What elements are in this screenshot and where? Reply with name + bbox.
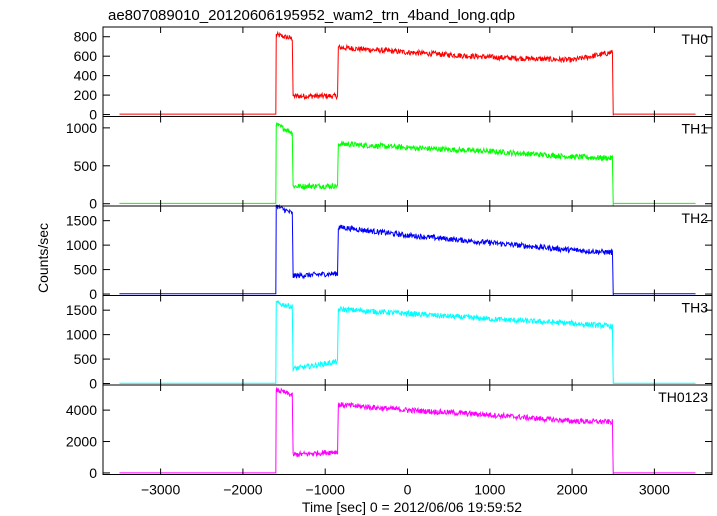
y-tick-label: 200 [74,87,98,103]
x-tick-label: −2000 [223,482,263,498]
series-line-th1 [119,122,696,207]
series-line-th0 [119,30,696,116]
series-name-label: TH1 [682,121,709,137]
chart-title: ae807089010_20120606195952_wam2_trn_4ban… [108,7,515,24]
series-name-label: TH0123 [658,389,708,405]
y-axis-label: Counts/sec [35,223,51,293]
panel-frame [102,205,713,296]
series-name-label: TH0 [682,31,709,47]
y-tick-label: 0 [89,286,97,302]
panel-th2: 0 500 1000 1500 TH2 [66,204,713,302]
y-tick-label: 1000 [66,237,97,253]
panel-th0123: 0 2000 4000 TH0123 [66,384,713,481]
panel-frame [102,26,713,117]
y-tick-label: 500 [74,262,98,278]
x-tick-label: −3000 [141,482,181,498]
y-tick-label: 600 [74,48,98,64]
panel-th3: 0 500 1000 1500 TH3 [66,295,713,392]
x-axis-label: Time [sec] 0 = 2012/06/06 19:59:52 [302,499,522,515]
y-tick-label: 1000 [66,120,97,136]
x-tick-label: 0 [404,482,412,498]
series-line-th0123 [119,387,696,476]
panel-frame [102,384,713,475]
y-tick-label: 0 [89,376,97,392]
y-tick-label: 500 [74,351,98,367]
y-tick-label: 1500 [66,213,97,229]
y-tick-label: 1500 [66,302,97,318]
x-tick-label: 2000 [557,482,588,498]
y-tick-label: 500 [74,158,98,174]
panel-th0: 0 200 400 600 800 TH0 [74,26,713,123]
series-line-th2 [119,204,696,296]
y-tick-label: 0 [89,196,97,212]
y-tick-label: 1000 [66,327,97,343]
y-tick-label: 2000 [66,434,97,450]
y-tick-label: 0 [89,465,97,481]
x-tick-label: 3000 [639,482,670,498]
y-tick-label: 800 [74,29,98,45]
panel-frame [102,295,713,386]
panels-group: 0 200 400 600 800 TH0 0 500 1000 TH1 0 500 1000 1500 T… [66,26,713,498]
y-tick-label: 0 [89,107,97,123]
y-tick-label: 400 [74,68,98,84]
x-tick-label: 1000 [474,482,505,498]
series-name-label: TH2 [682,210,709,226]
panel-frame [102,116,713,207]
panel-th1: 0 500 1000 TH1 [66,116,713,212]
x-tick-label: −1000 [306,482,346,498]
y-tick-label: 4000 [66,402,97,418]
series-name-label: TH3 [682,300,709,316]
series-line-th3 [119,300,696,384]
